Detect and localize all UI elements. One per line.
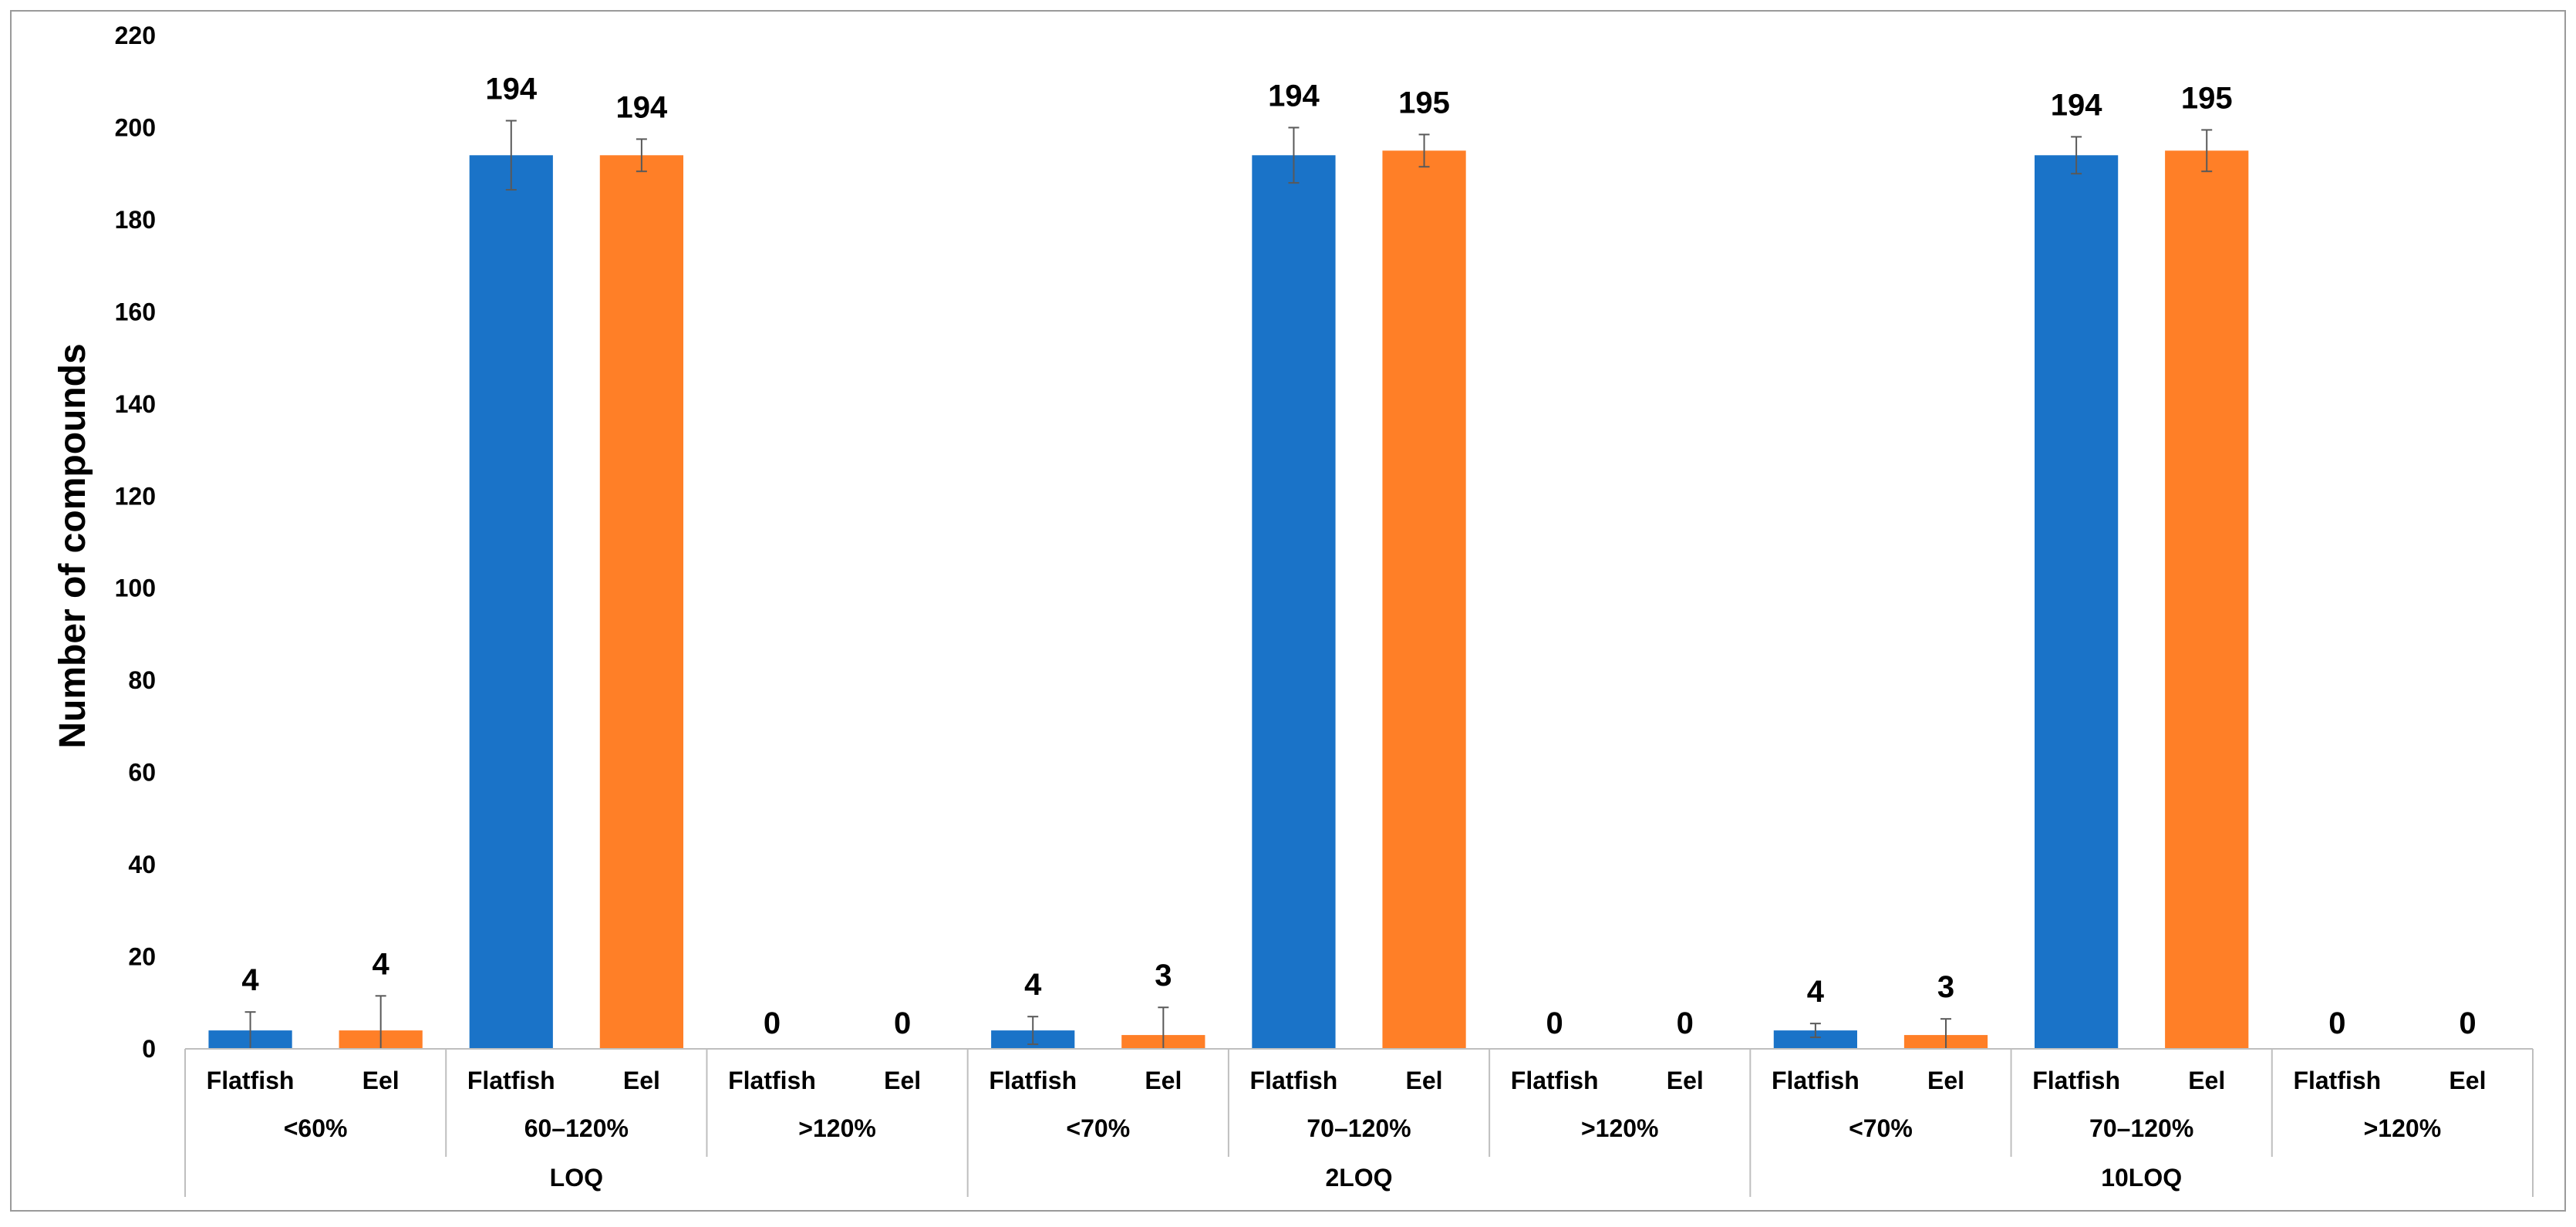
y-tick-label-20: 20 [128, 943, 156, 971]
x-axis: Flatfish Eel <60% Flatfish Eel 60–120% Flatfis… [184, 1048, 2534, 1197]
x-tick-label-10loq-70-120-eel: Eel [2188, 1067, 2225, 1094]
x-tick-label-10loq-120-eel: Eel [2449, 1067, 2486, 1094]
x-tick-label-2loq-70-120-flatfish: Flatfish [1250, 1067, 1338, 1094]
bar-2loq-70-120-eel [1382, 150, 1466, 1050]
x-tick-label-10loq-70-flatfish: Flatfish [1772, 1067, 1860, 1094]
x-tick-label-2loq-120-eel: Eel [1667, 1067, 1704, 1094]
data-label-2loq-70-eel: 3 [1155, 959, 1172, 993]
data-label-10loq-120-eel: 0 [2459, 1006, 2476, 1040]
data-label-2loq-70-120-eel: 195 [1398, 86, 1450, 120]
data-label-2loq-70-flatfish: 4 [1024, 968, 1042, 1002]
group-label-10loq: 10LOQ [2101, 1164, 2182, 1192]
x-tick-label-10loq-70-120-flatfish: Flatfish [2032, 1067, 2120, 1094]
y-axis: 0 20 40 60 80 100 120 140 160 180 200 220 [115, 22, 156, 1063]
bar-10loq-70-flatfish [1773, 1030, 1858, 1049]
x-tick-label-2loq-120-flatfish: Flatfish [1511, 1067, 1599, 1094]
y-tick-label-120: 120 [115, 482, 156, 510]
x-tick-label-2loq-70-120-eel: Eel [1406, 1067, 1443, 1094]
bars: 4 4 194 194 0 0 4 3 194 195 0 0 4 3 194 195 0 0 [208, 72, 2477, 1050]
range-label-2loq-3: >120% [1581, 1114, 1659, 1142]
range-label-2loq-2: 70–120% [1307, 1114, 1411, 1142]
bar-loq-60-120-flatfish [469, 155, 553, 1050]
x-tick-label-loq-60-flatfish: Flatfish [207, 1067, 295, 1094]
data-label-loq-120-flatfish: 0 [764, 1006, 781, 1040]
bar-10loq-70-120-flatfish [2034, 155, 2119, 1050]
range-label-loq-2: 60–120% [524, 1114, 629, 1142]
data-label-loq-60-120-flatfish: 194 [485, 72, 537, 106]
data-label-2loq-120-eel: 0 [1677, 1006, 1694, 1040]
x-tick-label-loq-60-eel: Eel [362, 1067, 400, 1094]
data-label-2loq-70-120-flatfish: 194 [1268, 79, 1320, 113]
range-label-10loq-2: 70–120% [2089, 1114, 2193, 1142]
data-label-loq-120-eel: 0 [894, 1006, 911, 1040]
y-tick-label-40: 40 [128, 851, 156, 878]
x-tick-label-loq-120-flatfish: Flatfish [728, 1067, 816, 1094]
group-label-loq: LOQ [550, 1164, 603, 1192]
y-tick-label-140: 140 [115, 390, 156, 418]
data-label-10loq-70-eel: 3 [1937, 970, 1954, 1004]
y-tick-label-100: 100 [115, 575, 156, 602]
data-label-10loq-70-flatfish: 4 [1807, 975, 1825, 1009]
y-tick-label-160: 160 [115, 298, 156, 325]
y-tick-label-60: 60 [128, 759, 156, 787]
y-tick-label-200: 200 [115, 113, 156, 141]
y-tick-label-0: 0 [142, 1035, 156, 1063]
y-tick-label-180: 180 [115, 206, 156, 234]
x-tick-label-loq-60-120-eel: Eel [623, 1067, 660, 1094]
x-tick-label-2loq-70-flatfish: Flatfish [989, 1067, 1077, 1094]
bar-loq-60-120-eel [599, 155, 684, 1050]
data-label-2loq-120-flatfish: 0 [1546, 1006, 1563, 1040]
data-label-10loq-70-120-eel: 195 [2181, 81, 2233, 115]
group-label-2loq: 2LOQ [1325, 1164, 1392, 1192]
y-tick-label-80: 80 [128, 666, 156, 694]
bar-2loq-70-120-flatfish [1252, 155, 1336, 1050]
x-tick-label-10loq-70-eel: Eel [1927, 1067, 1964, 1094]
range-label-10loq-3: >120% [2364, 1114, 2442, 1142]
range-label-loq-3: >120% [798, 1114, 876, 1142]
y-tick-label-220: 220 [115, 22, 156, 49]
x-tick-label-10loq-120-flatfish: Flatfish [2293, 1067, 2381, 1094]
x-tick-label-loq-60-120-flatfish: Flatfish [467, 1067, 555, 1094]
range-label-10loq-1: <70% [1849, 1114, 1913, 1142]
range-label-2loq-1: <70% [1066, 1114, 1130, 1142]
data-label-10loq-120-flatfish: 0 [2328, 1006, 2345, 1040]
range-label-loq-1: <60% [284, 1114, 348, 1142]
x-tick-label-loq-120-eel: Eel [884, 1067, 921, 1094]
y-axis-title: Number of compounds [52, 343, 93, 748]
data-label-10loq-70-120-flatfish: 194 [2051, 88, 2102, 122]
bar-10loq-70-120-eel [2165, 150, 2249, 1050]
data-label-loq-60-120-eel: 194 [616, 90, 668, 124]
data-label-loq-60-eel: 4 [373, 947, 390, 981]
x-tick-label-2loq-70-eel: Eel [1145, 1067, 1182, 1094]
data-label-loq-60-flatfish: 4 [241, 963, 259, 997]
